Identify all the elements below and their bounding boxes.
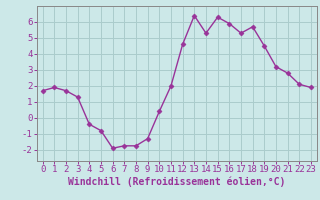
X-axis label: Windchill (Refroidissement éolien,°C): Windchill (Refroidissement éolien,°C) xyxy=(68,177,285,187)
